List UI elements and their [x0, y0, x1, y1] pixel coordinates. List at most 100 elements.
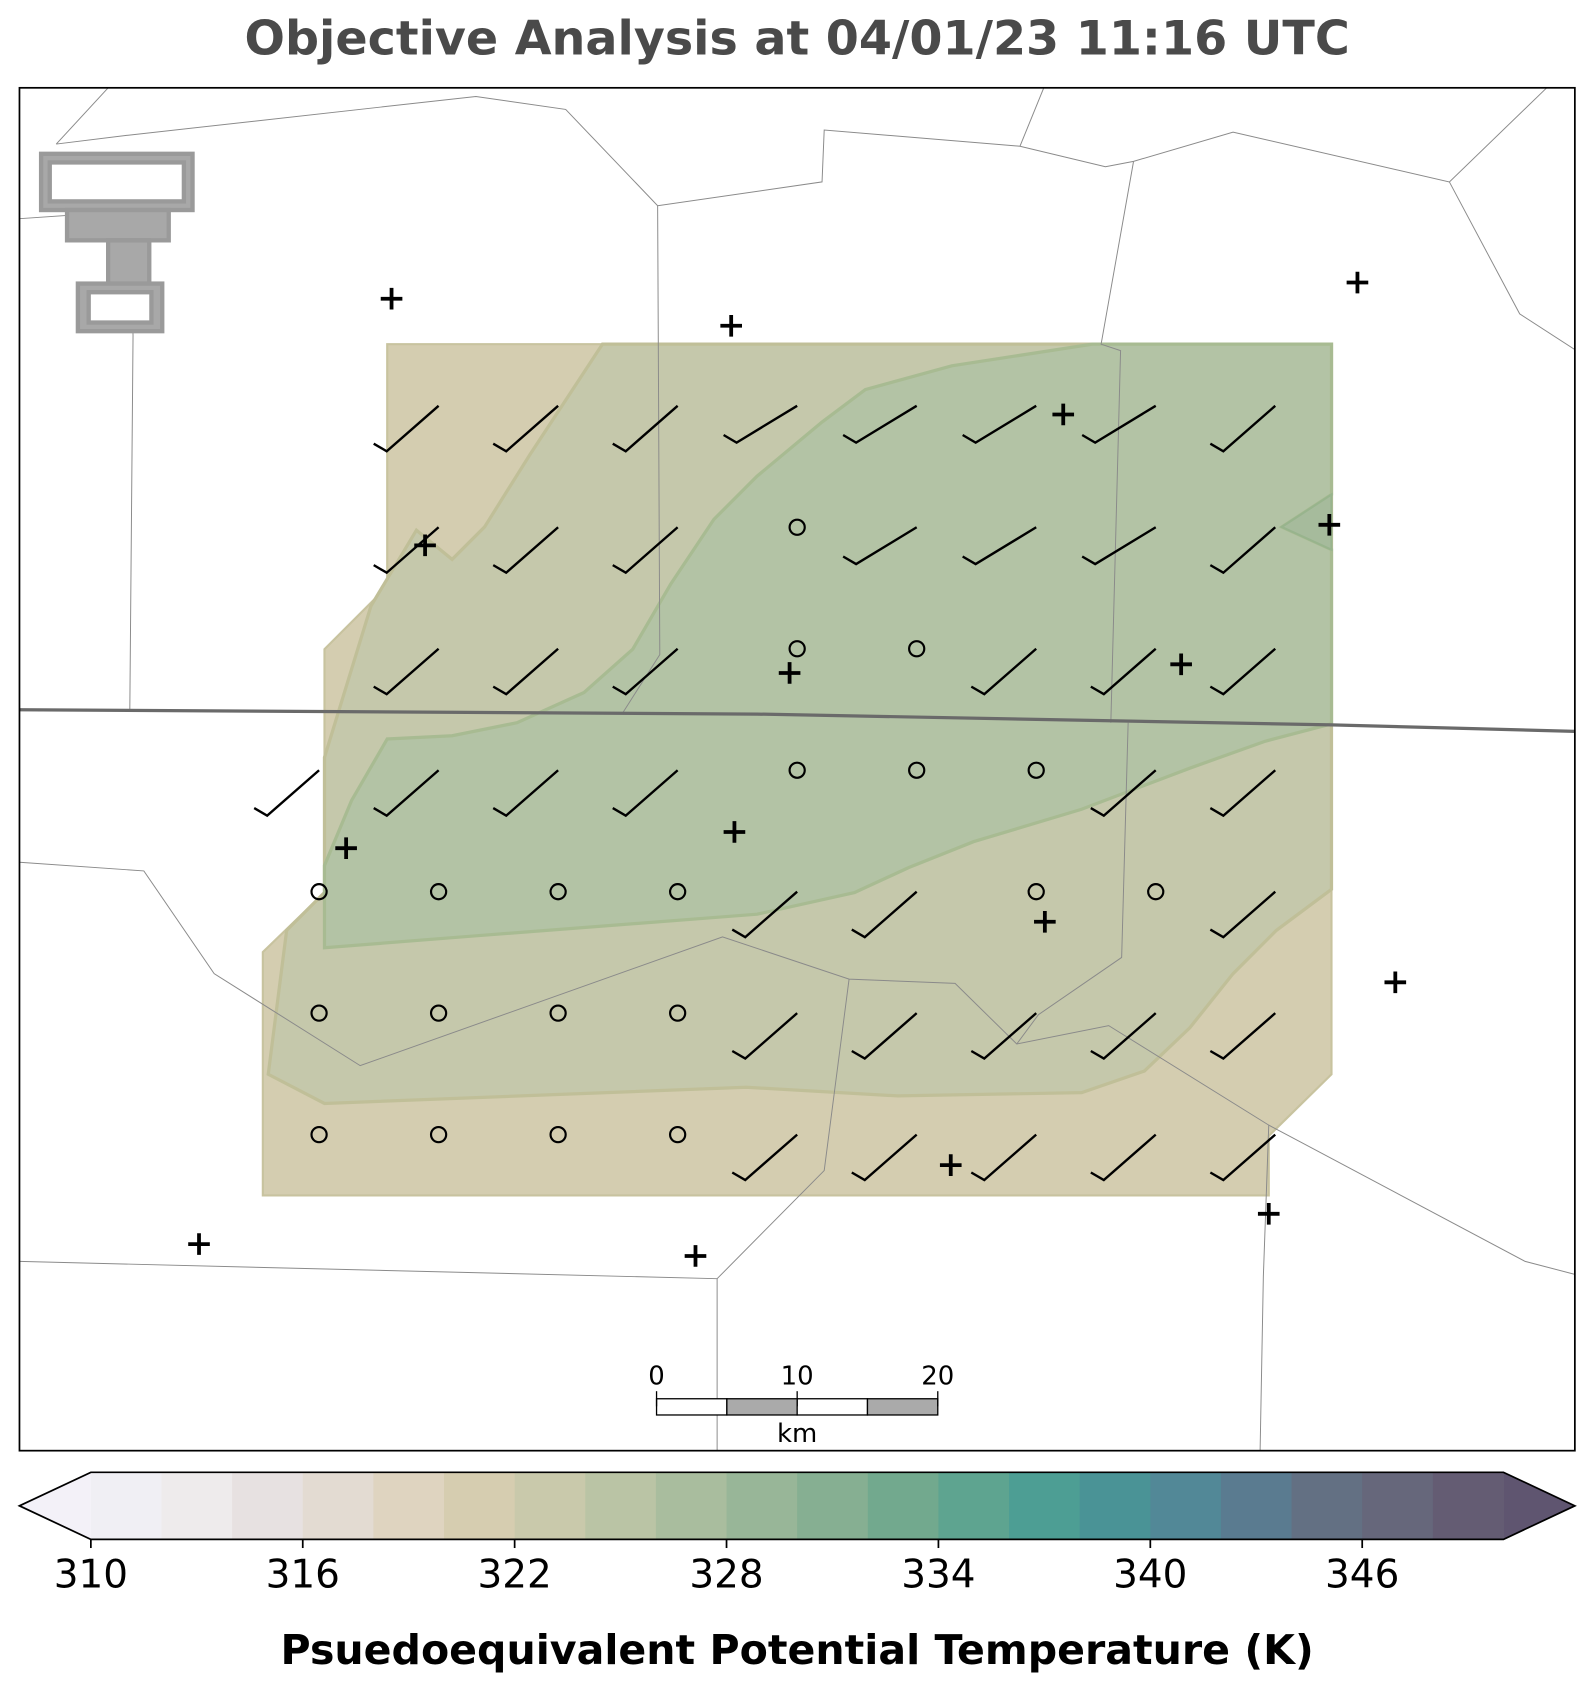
- wind-barb: [1081, 526, 1157, 566]
- wind-barb: [1090, 769, 1157, 818]
- colorbar-segment: [1150, 1472, 1222, 1540]
- calm-marker: [429, 883, 448, 901]
- wind-barb: [492, 526, 559, 575]
- wind-barb: [492, 404, 559, 453]
- wind-barb: [492, 769, 559, 818]
- colorbar-segment: [1432, 1472, 1505, 1540]
- calm-marker: [310, 883, 328, 901]
- contour-fill: [322, 342, 1334, 950]
- wind-barb: [851, 1133, 918, 1182]
- colorbar-segment: [161, 1472, 233, 1540]
- station-marker: [1346, 271, 1369, 294]
- calm-marker: [668, 1004, 687, 1022]
- wind-barb: [970, 1133, 1037, 1182]
- colorbar-extend-low: [19, 1472, 91, 1540]
- calm-marker: [549, 1004, 567, 1022]
- wind-barb: [373, 404, 440, 453]
- calm-marker: [788, 761, 806, 779]
- wind-barb: [1090, 1012, 1157, 1061]
- wind-barb: [1209, 526, 1277, 575]
- colorbar-segment: [373, 1472, 445, 1540]
- wind-barb: [731, 1133, 798, 1182]
- calm-marker: [429, 1125, 448, 1144]
- station-marker: [335, 837, 357, 860]
- wind-barb: [492, 647, 559, 696]
- calm-marker: [1027, 761, 1045, 779]
- wind-barb: [1209, 647, 1277, 696]
- colorbar-tick-label: 322: [477, 1553, 551, 1598]
- calm-marker: [549, 883, 567, 901]
- calm-marker: [1147, 883, 1165, 901]
- wind-barb: [731, 1012, 798, 1061]
- calm-marker: [908, 761, 926, 779]
- station-marker: [188, 1233, 210, 1255]
- colorbar-segment: [655, 1472, 728, 1540]
- wind-barb: [970, 1012, 1037, 1061]
- colorbar-segment: [1362, 1472, 1434, 1540]
- scale-segment: [866, 1398, 939, 1416]
- calm-marker: [908, 640, 926, 658]
- scale-unit: km: [777, 1419, 817, 1449]
- wind-barb: [612, 404, 679, 453]
- wind-barb: [731, 890, 798, 939]
- scale-tick-label: 20: [921, 1362, 954, 1392]
- contour-fill: [1279, 492, 1333, 552]
- colorbar-segment: [867, 1472, 939, 1540]
- calm-marker: [310, 1004, 328, 1022]
- colorbar-tick-label: 316: [266, 1553, 340, 1598]
- calm-marker: [310, 1125, 328, 1144]
- wind-barb: [1209, 1012, 1277, 1061]
- wind-barb: [962, 526, 1037, 566]
- wind-barb: [842, 526, 918, 566]
- colorbar-segment: [232, 1472, 304, 1540]
- colorbar-segment: [90, 1472, 163, 1540]
- wind-barb: [1209, 890, 1277, 939]
- title: Objective Analysis at 04/01/23 11:16 UTC: [245, 11, 1350, 66]
- wind-barb: [851, 1012, 918, 1061]
- wind-barb: [1209, 1133, 1277, 1182]
- station-marker: [1034, 910, 1056, 933]
- wind-barb: [612, 647, 679, 696]
- calm-marker: [1027, 883, 1045, 901]
- logo: [38, 151, 195, 334]
- colorbar-segment: [302, 1472, 374, 1540]
- calm-marker: [668, 883, 687, 901]
- calm-marker: [429, 1004, 448, 1022]
- map-area: [19, 87, 1575, 1451]
- colorbar-segment: [797, 1472, 869, 1540]
- wind-barb: [851, 890, 918, 939]
- colorbar-segment: [726, 1472, 798, 1540]
- station-marker: [723, 821, 746, 843]
- colorbar-segment: [938, 1472, 1010, 1540]
- station-marker: [1052, 403, 1075, 426]
- station-marker: [1257, 1202, 1280, 1225]
- scale-segment: [655, 1398, 728, 1416]
- station-marker: [778, 662, 801, 684]
- colorbar: 310 316 322 328 334 340 346: [17, 1471, 1577, 1598]
- colorbar-tick-label: 334: [901, 1553, 975, 1598]
- wind-barb: [612, 526, 679, 575]
- colorbar-label: Psuedoequivalent Potential Temperature (…: [281, 1626, 1314, 1674]
- calm-marker: [788, 518, 806, 536]
- calm-marker: [788, 640, 806, 658]
- station-marker: [380, 287, 403, 310]
- wind-barb: [373, 647, 440, 696]
- wind-barb: [373, 526, 440, 575]
- wind-barb: [1209, 404, 1277, 453]
- map-frame: [18, 86, 1576, 1452]
- wind-barb: [970, 647, 1037, 696]
- colorbar-tick-label: 340: [1113, 1553, 1187, 1598]
- scale-tick-label: 0: [648, 1362, 665, 1392]
- scale-segment: [796, 1398, 869, 1416]
- colorbar-tick-label: 328: [689, 1553, 763, 1598]
- wind-barb: [842, 404, 918, 444]
- wind-barb: [1209, 769, 1277, 818]
- station-marker: [939, 1154, 962, 1176]
- colorbar-segment: [1291, 1472, 1363, 1540]
- wind-barb: [962, 404, 1037, 444]
- state-border: [19, 708, 1575, 734]
- colorbar-segment: [1220, 1472, 1293, 1540]
- station-marker: [1318, 513, 1341, 536]
- station-marker: [1384, 971, 1407, 994]
